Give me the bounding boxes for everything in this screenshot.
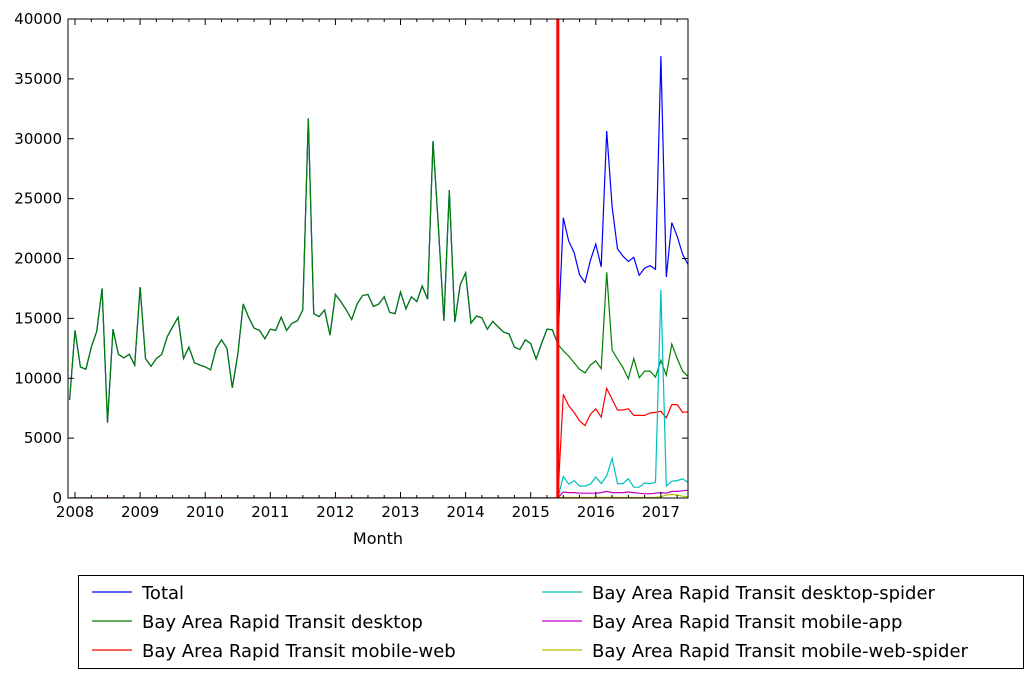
series-line-4 [69, 489, 688, 498]
legend-label: Bay Area Rapid Transit mobile-app [592, 612, 902, 633]
legend-label: Bay Area Rapid Transit desktop [142, 612, 423, 633]
legend-label: Bay Area Rapid Transit desktop-spider [592, 583, 936, 604]
x-tick-label: 2014 [447, 503, 485, 521]
legend-entry: Bay Area Rapid Transit desktop-spider [542, 583, 936, 604]
x-tick-label: 2008 [56, 503, 94, 521]
y-tick-label: 15000 [14, 309, 62, 327]
legend-label: Bay Area Rapid Transit mobile-web-spider [592, 641, 969, 662]
x-axis-label: Month [353, 529, 403, 548]
x-tick-label: 2015 [512, 503, 550, 521]
y-tick-label: 5000 [24, 429, 62, 447]
legend-entry: Total [92, 583, 184, 604]
x-tick-label: 2016 [577, 503, 615, 521]
legend-entry: Bay Area Rapid Transit mobile-web-spider [542, 641, 969, 662]
x-tick-label: 2012 [316, 503, 354, 521]
y-tick-label: 10000 [14, 369, 62, 387]
legend-entry: Bay Area Rapid Transit mobile-app [542, 612, 902, 633]
y-tick-label: 0 [52, 489, 62, 507]
y-tick-label: 40000 [14, 10, 62, 28]
series-line-5 [69, 493, 688, 498]
x-tick-label: 2011 [251, 503, 289, 521]
series-line-0 [69, 56, 688, 423]
y-tick-label: 20000 [14, 250, 62, 268]
y-tick-label: 30000 [14, 130, 62, 148]
legend-label: Total [141, 583, 184, 604]
plot-frame [67, 18, 689, 499]
legend: Total Bay Area Rapid Transit desktop Bay A… [78, 575, 1024, 669]
plot-area [69, 19, 688, 498]
axis-ticks: 2008 2009 2010 2011 2012 2013 2014 2015 2016 2017… [14, 10, 688, 521]
x-tick-label: 2013 [381, 503, 419, 521]
series-line-3 [69, 289, 688, 498]
series-line-2 [69, 386, 688, 498]
legend-entry: Bay Area Rapid Transit mobile-web [92, 641, 456, 662]
x-tick-label: 2009 [121, 503, 159, 521]
legend-label: Bay Area Rapid Transit mobile-web [142, 641, 456, 662]
legend-frame [78, 575, 1024, 669]
y-tick-label: 35000 [14, 70, 62, 88]
y-tick-label: 25000 [14, 190, 62, 208]
legend-entry: Bay Area Rapid Transit desktop [92, 612, 423, 633]
x-tick-label: 2010 [186, 503, 224, 521]
series-line-1 [69, 118, 688, 423]
x-tick-label: 2017 [642, 503, 680, 521]
